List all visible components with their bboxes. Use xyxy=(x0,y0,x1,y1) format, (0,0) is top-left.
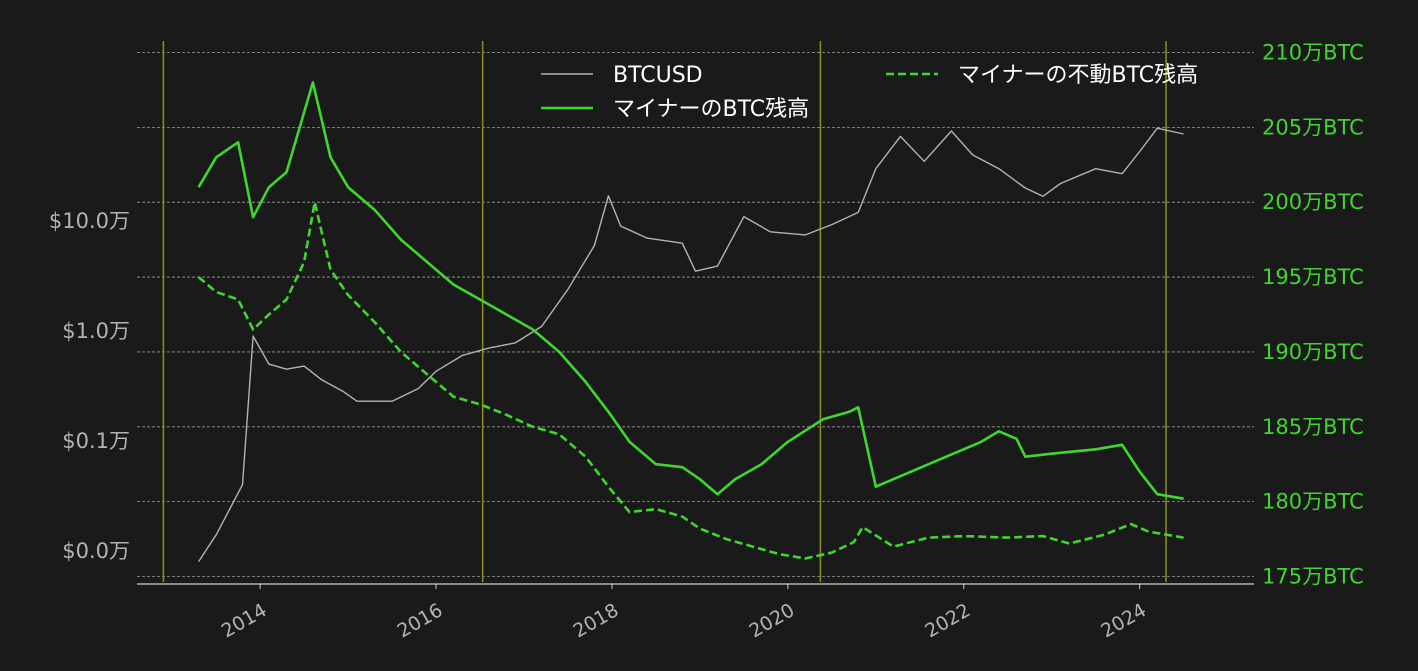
right-tick-label: 200万BTC xyxy=(1262,190,1364,214)
legend: BTCUSD マイナーのBTC残高 マイナーの不動BTC残高 xyxy=(541,63,1198,122)
plot-area xyxy=(197,81,1184,562)
left-axis-ticks: $0.0万 $0.1万 $1.0万 $10.0万 xyxy=(49,209,130,563)
right-tick-label: 180万BTC xyxy=(1262,490,1364,514)
series-line-miner-immobile xyxy=(197,200,1184,560)
left-tick-label: $0.0万 xyxy=(62,539,130,563)
gridlines xyxy=(137,52,1254,577)
right-axis-ticks: 175万BTC 180万BTC 185万BTC 190万BTC 195万BTC 200万B… xyxy=(1262,40,1364,588)
legend-label: マイナーの不動BTC残高 xyxy=(958,63,1198,88)
right-tick-label: 205万BTC xyxy=(1262,115,1364,139)
right-tick-label: 210万BTC xyxy=(1262,40,1364,64)
halving-lines xyxy=(162,41,1167,582)
legend-label: BTCUSD xyxy=(613,63,703,88)
series-line-miner-balance xyxy=(197,81,1184,500)
right-tick-label: 190万BTC xyxy=(1262,340,1364,364)
series-line-btcusd xyxy=(198,127,1184,562)
left-tick-label: $10.0万 xyxy=(49,209,130,233)
right-tick-label: 195万BTC xyxy=(1262,265,1364,289)
legend-label: マイナーのBTC残高 xyxy=(613,97,809,122)
right-tick-label: 175万BTC xyxy=(1262,565,1364,589)
left-tick-label: $1.0万 xyxy=(62,319,130,343)
left-tick-label: $0.1万 xyxy=(62,429,130,453)
right-tick-label: 185万BTC xyxy=(1262,415,1364,439)
